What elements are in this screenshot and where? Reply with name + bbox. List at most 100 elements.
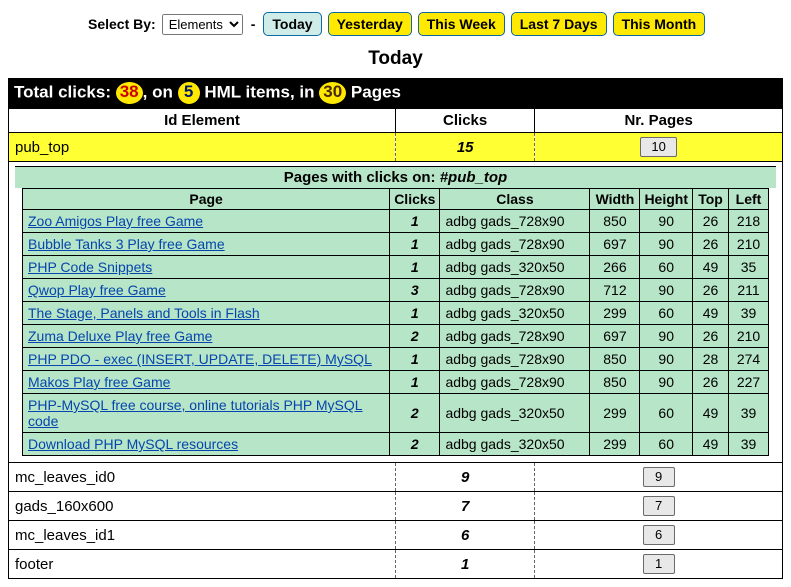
page-link[interactable]: Zoo Amigos Play free Game [28,213,203,229]
subheader-target: #pub_top [440,169,508,186]
element-clicks-cell: 9 [396,463,535,492]
page-clicks-cell: 2 [390,433,440,456]
totals-clicks-bubble: 38 [116,82,143,104]
element-id-cell: mc_leaves_id0 [9,463,396,492]
page-cell: Makos Play free Game [23,371,390,394]
inner-header-row: Page Clicks Class Width Height Top Left [23,189,769,210]
col-left: Left [729,189,769,210]
page-cell: PHP PDO - exec (INSERT, UPDATE, DELETE) … [23,348,390,371]
selected-element-row[interactable]: pub_top 15 10 [9,133,783,162]
page-row: Zuma Deluxe Play free Game2adbg gads_728… [23,325,769,348]
page-top-cell: 49 [693,433,729,456]
filter-this-week-button[interactable]: This Week [418,12,505,36]
filter-yesterday-button[interactable]: Yesterday [328,12,412,36]
page-left-cell: 210 [729,233,769,256]
page-height-cell: 90 [640,371,693,394]
element-id-cell: footer [9,550,396,579]
page-height-cell: 60 [640,394,693,433]
col-id-element: Id Element [9,109,396,133]
page-left-cell: 39 [729,394,769,433]
element-nr-cell: 1 [535,550,783,579]
totals-items-bubble: 5 [178,82,200,104]
page-left-cell: 211 [729,279,769,302]
page-link[interactable]: Zuma Deluxe Play free Game [28,328,212,344]
page-clicks-cell: 2 [390,394,440,433]
page-row: PHP-MySQL free course, online tutorials … [23,394,769,433]
nr-pages-pill[interactable]: 1 [643,554,675,574]
nr-pages-pill[interactable]: 6 [643,525,675,545]
element-row[interactable]: gads_160x60077 [9,492,783,521]
selected-clicks-cell: 15 [396,133,535,162]
page-top-cell: 28 [693,348,729,371]
element-row[interactable]: footer11 [9,550,783,579]
page-link[interactable]: The Stage, Panels and Tools in Flash [28,305,260,321]
page-width-cell: 697 [590,233,640,256]
element-row[interactable]: mc_leaves_id166 [9,521,783,550]
page-width-cell: 697 [590,325,640,348]
page-cell: Zoo Amigos Play free Game [23,210,390,233]
page-top-cell: 26 [693,325,729,348]
page-top-cell: 49 [693,256,729,279]
elements-table: Id Element Clicks Nr. Pages pub_top 15 1… [8,108,783,579]
page-link[interactable]: Qwop Play free Game [28,282,166,298]
page-row: Makos Play free Game 1adbg gads_728x90850… [23,371,769,394]
page-height-cell: 90 [640,233,693,256]
page-left-cell: 218 [729,210,769,233]
page-top-cell: 26 [693,233,729,256]
page-left-cell: 210 [729,325,769,348]
page-left-cell: 274 [729,348,769,371]
page-class-cell: adbg gads_320x50 [440,302,590,325]
page-width-cell: 850 [590,210,640,233]
page-width-cell: 850 [590,348,640,371]
element-row[interactable]: mc_leaves_id099 [9,463,783,492]
nr-pages-pill[interactable]: 9 [643,467,675,487]
page-link[interactable]: PHP Code Snippets [28,259,152,275]
filter-today-button[interactable]: Today [263,12,321,36]
page-class-cell: adbg gads_728x90 [440,233,590,256]
page-link[interactable]: PHP PDO - exec (INSERT, UPDATE, DELETE) … [28,351,372,367]
page-clicks-cell: 1 [390,371,440,394]
page-row: Qwop Play free Game3adbg gads_728x907129… [23,279,769,302]
page-cell: Download PHP MySQL resources [23,433,390,456]
page-row: PHP PDO - exec (INSERT, UPDATE, DELETE) … [23,348,769,371]
page-cell: PHP Code Snippets [23,256,390,279]
page-cell: PHP-MySQL free course, online tutorials … [23,394,390,433]
page-height-cell: 90 [640,348,693,371]
filter-last7-button[interactable]: Last 7 Days [511,12,607,36]
page-clicks-cell: 1 [390,210,440,233]
page-width-cell: 266 [590,256,640,279]
totals-mid2: HML items, in [200,82,320,101]
period-title: Today [8,48,783,70]
page-width-cell: 850 [590,371,640,394]
page-class-cell: adbg gads_728x90 [440,371,590,394]
page-clicks-cell: 3 [390,279,440,302]
page-height-cell: 90 [640,279,693,302]
page-clicks-cell: 1 [390,233,440,256]
totals-suffix: Pages [346,82,401,101]
totals-prefix: Total clicks: [14,82,116,101]
page-clicks-cell: 1 [390,256,440,279]
page-class-cell: adbg gads_728x90 [440,348,590,371]
totals-mid1: , on [143,82,178,101]
page-width-cell: 299 [590,433,640,456]
element-id-cell: mc_leaves_id1 [9,521,396,550]
nr-pages-pill[interactable]: 7 [643,496,675,516]
page-link[interactable]: Makos Play free Game [28,374,170,390]
page-top-cell: 26 [693,210,729,233]
col-clicks: Clicks [396,109,535,133]
page-link[interactable]: Download PHP MySQL resources [28,436,238,452]
page-link[interactable]: PHP-MySQL free course, online tutorials … [28,397,363,429]
page-clicks-cell: 2 [390,325,440,348]
page-cell: Zuma Deluxe Play free Game [23,325,390,348]
nr-pages-pill[interactable]: 10 [640,137,676,157]
page-top-cell: 26 [693,371,729,394]
page-top-cell: 49 [693,394,729,433]
page-left-cell: 227 [729,371,769,394]
page-left-cell: 35 [729,256,769,279]
page-link[interactable]: Bubble Tanks 3 Play free Game [28,236,225,252]
select-by-dropdown[interactable]: Elements [162,14,243,35]
page-top-cell: 49 [693,302,729,325]
page-cell: The Stage, Panels and Tools in Flash [23,302,390,325]
col-height: Height [640,189,693,210]
filter-this-month-button[interactable]: This Month [613,12,706,36]
